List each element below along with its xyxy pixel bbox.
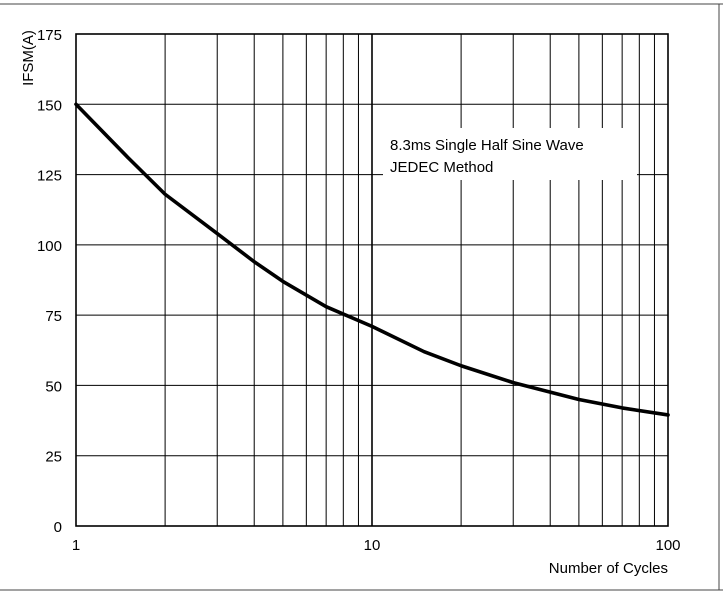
annotation-line-1: 8.3ms Single Half Sine Wave — [390, 137, 584, 154]
axes — [75, 33, 669, 527]
series-line — [74, 102, 670, 417]
y-tick-label: 25 — [45, 449, 62, 466]
x-tick-label: 1 — [72, 537, 80, 554]
y-tick-label: 0 — [54, 519, 62, 536]
y-tick-label: 125 — [37, 168, 62, 185]
y-tick-label: 50 — [45, 378, 62, 395]
y-tick-label: 100 — [37, 238, 62, 255]
y-tick-label: 150 — [37, 97, 62, 114]
grid — [76, 34, 668, 526]
annotation-box — [383, 128, 637, 180]
x-axis-label: Number of Cycles — [549, 560, 668, 577]
y-tick-label: 75 — [45, 308, 62, 325]
y-axis-label: IFSM(A) — [20, 30, 37, 86]
x-tick-label: 10 — [364, 537, 381, 554]
annotation-line-2: JEDEC Method — [390, 159, 493, 176]
y-tick-label: 175 — [37, 27, 62, 44]
plot-frame — [75, 33, 669, 527]
x-tick-label: 100 — [655, 537, 680, 554]
series-layer — [74, 102, 670, 417]
tick-labels: 0 25 50 75 100 125 150 175 1 10 100 — [37, 27, 681, 554]
